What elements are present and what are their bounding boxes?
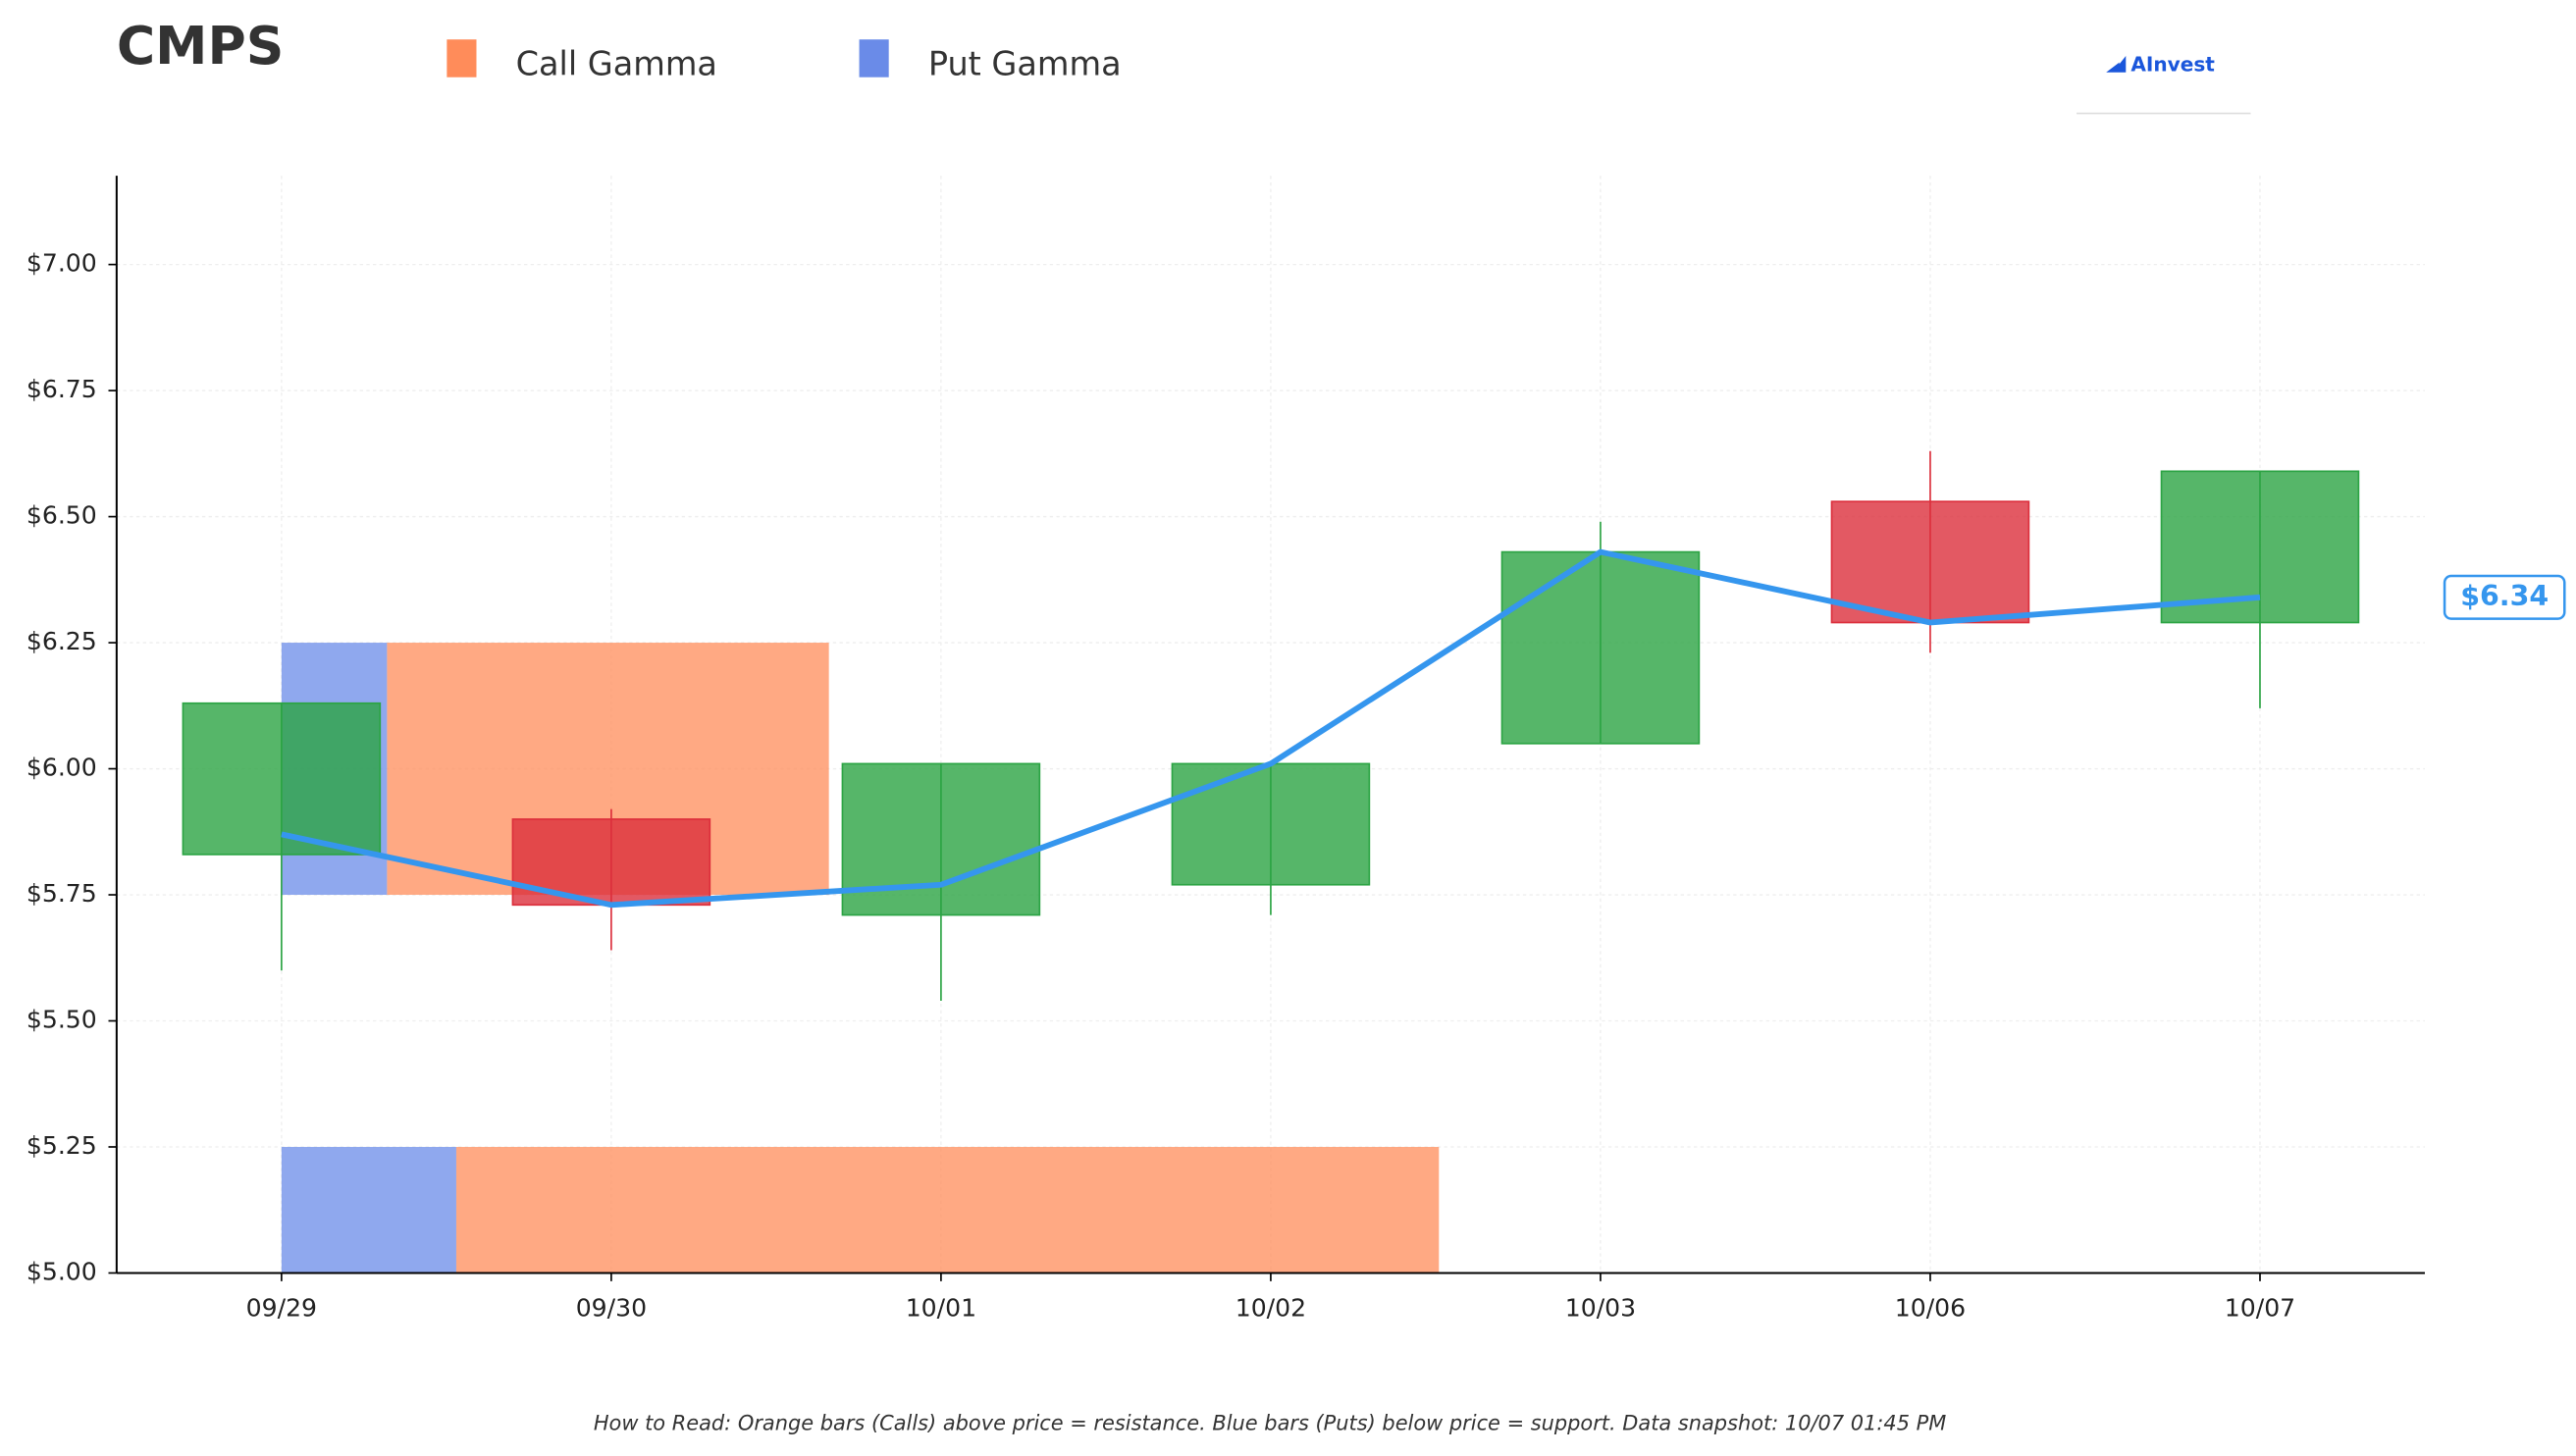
y-tick-label: $5.00: [26, 1257, 97, 1285]
y-tick-label: $6.50: [26, 501, 97, 530]
x-tick-label: 10/07: [2225, 1293, 2295, 1322]
last-price-box: [2443, 574, 2566, 620]
candle-body: [841, 762, 1041, 916]
last-price-label: $6.34: [2460, 580, 2549, 612]
candle-body: [1171, 762, 1371, 886]
logo-icon: [2106, 55, 2127, 73]
logo: AInvest: [2130, 52, 2215, 76]
candle-body: [1500, 550, 1701, 745]
x-tick-label: 09/29: [246, 1293, 317, 1322]
price-line: [281, 548, 2261, 909]
chart-title: CMPS: [117, 15, 284, 77]
x-tick-label: 10/03: [1565, 1293, 1636, 1322]
x-tick-label: 09/30: [576, 1293, 647, 1322]
y-tick-label: $5.50: [26, 1006, 97, 1034]
y-tick-label: $6.25: [26, 627, 97, 655]
x-tick-label: 10/02: [1235, 1293, 1306, 1322]
footnote: How to Read: Orange bars (Calls) above p…: [594, 1411, 1947, 1434]
call-gamma-bar: [455, 1146, 1440, 1274]
candle-body: [1830, 500, 2030, 624]
put-gamma-bar: [281, 1146, 456, 1274]
candle-body: [182, 702, 382, 856]
y-tick-label: $5.75: [26, 879, 97, 908]
y-tick-label: $5.25: [26, 1131, 97, 1160]
y-tick-label: $6.00: [26, 754, 97, 782]
x-tick-label: 10/01: [906, 1293, 976, 1322]
legend-label: Put Gamma: [928, 44, 1122, 82]
candle-body: [2160, 470, 2360, 624]
y-tick-label: $6.75: [26, 375, 97, 403]
legend-swatch: [859, 39, 889, 78]
legend-label: Call Gamma: [516, 44, 717, 82]
x-tick-label: 10/06: [1895, 1293, 1966, 1322]
y-tick-label: $7.00: [26, 249, 97, 278]
legend-swatch: [447, 39, 477, 78]
